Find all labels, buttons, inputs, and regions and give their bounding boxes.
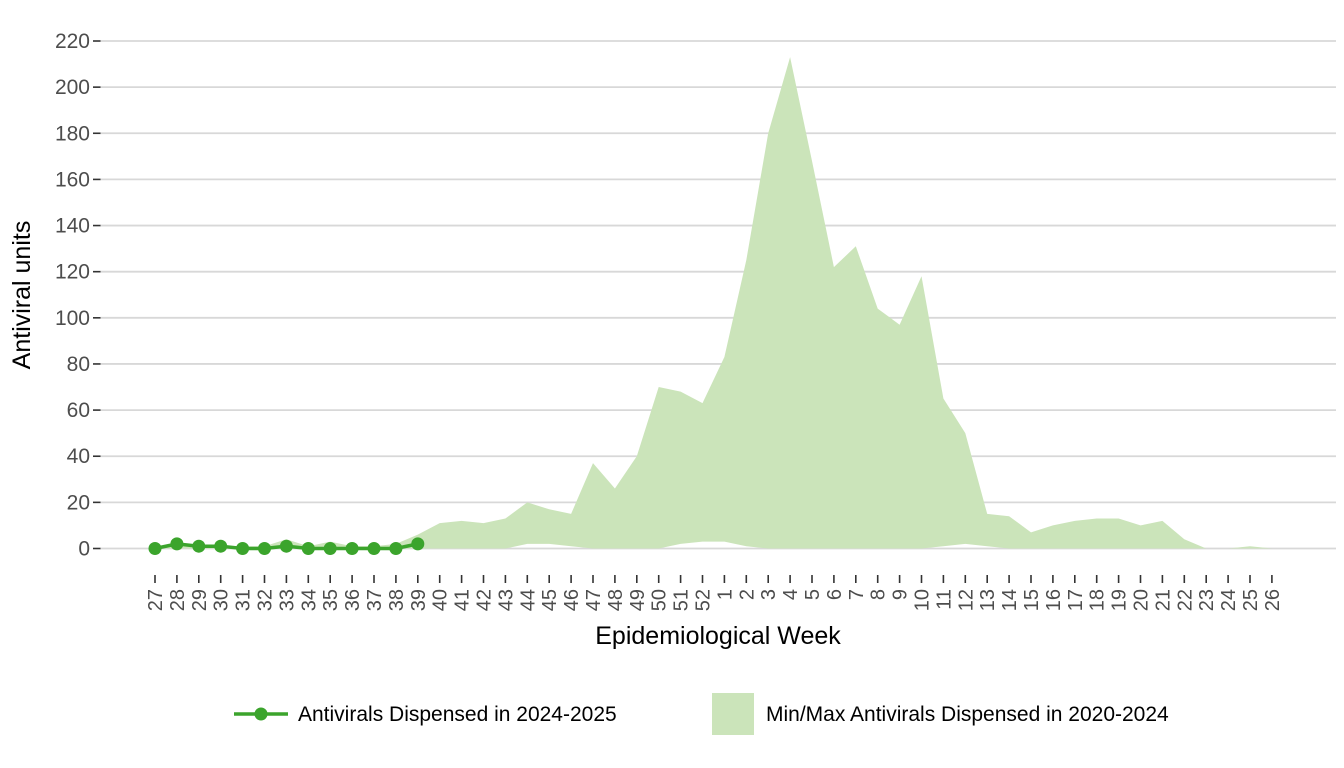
- y-axis-tick-labels: 0 20 40 60 80 100 120 140 160 180 200 220: [55, 30, 90, 560]
- legend-line-marker: [254, 707, 268, 721]
- x-tick-label: 4: [780, 589, 802, 600]
- y-tick-label: 120: [55, 261, 90, 284]
- x-tick-label: 33: [276, 589, 298, 611]
- x-tick-label: 5: [802, 589, 824, 600]
- line-series-2024-2025: [148, 537, 425, 555]
- y-tick-label: 180: [55, 122, 90, 145]
- x-tick-label: 14: [999, 589, 1021, 611]
- x-axis-ticks: [154, 575, 1273, 583]
- x-tick-label: 22: [1174, 589, 1196, 611]
- x-tick-label: 3: [758, 589, 780, 600]
- y-tick-label: 220: [55, 30, 90, 53]
- x-tick-label: 18: [1087, 589, 1109, 611]
- legend: Antivirals Dispensed in 2024-2025 Min/Ma…: [234, 693, 1169, 735]
- x-tick-label: 19: [1109, 589, 1131, 611]
- x-tick-label: 27: [145, 589, 167, 611]
- x-tick-label: 40: [430, 589, 452, 611]
- y-tick-label: 80: [67, 353, 90, 376]
- x-tick-label: 41: [452, 589, 474, 611]
- legend-label-band: Min/Max Antivirals Dispensed in 2020-202…: [766, 703, 1169, 726]
- x-tick-label: 46: [561, 589, 583, 611]
- minmax-band-area: [155, 57, 1272, 549]
- x-tick-label: 25: [1240, 589, 1262, 611]
- x-tick-label: 7: [846, 589, 868, 600]
- x-tick-label: 52: [693, 589, 715, 611]
- data-point-marker: [345, 542, 359, 555]
- x-tick-label: 51: [671, 589, 693, 611]
- data-point-marker: [411, 537, 425, 551]
- y-tick-label: 20: [67, 491, 90, 514]
- data-point-marker: [214, 539, 228, 553]
- x-tick-label: 23: [1196, 589, 1218, 611]
- x-tick-label: 28: [167, 589, 189, 611]
- x-tick-label: 10: [912, 589, 934, 611]
- x-tick-label: 32: [255, 589, 277, 611]
- y-tick-label: 140: [55, 215, 90, 238]
- data-point-marker: [279, 539, 293, 553]
- x-tick-label: 29: [189, 589, 211, 611]
- x-axis-tick-labels: 27 28 29 30 31 32 33 34 35 36 37 38 39 40 41 42 43 44 45 46…: [145, 589, 1284, 611]
- x-tick-label: 12: [955, 589, 977, 611]
- x-tick-label: 50: [649, 589, 671, 611]
- y-tick-label: 100: [55, 307, 90, 330]
- x-tick-label: 42: [474, 589, 496, 611]
- data-point-marker: [301, 542, 315, 555]
- legend-label-line: Antivirals Dispensed in 2024-2025: [298, 703, 617, 726]
- x-tick-label: 47: [583, 589, 605, 611]
- data-point-marker: [258, 542, 271, 555]
- x-tick-label: 11: [933, 589, 955, 610]
- data-point-marker: [323, 542, 337, 555]
- x-tick-label: 43: [495, 589, 517, 611]
- x-axis-title: Epidemiological Week: [595, 622, 841, 650]
- x-tick-label: 15: [1021, 589, 1043, 611]
- x-tick-label: 44: [517, 589, 539, 611]
- x-tick-label: 24: [1218, 589, 1240, 611]
- legend-band-swatch: [712, 693, 754, 735]
- x-tick-label: 30: [211, 589, 233, 611]
- x-tick-label: 21: [1152, 589, 1174, 611]
- data-point-marker: [148, 542, 162, 555]
- data-point-marker: [389, 542, 403, 555]
- y-tick-label: 40: [67, 445, 90, 468]
- x-tick-label: 35: [320, 589, 342, 611]
- x-tick-label: 9: [890, 589, 912, 600]
- data-point-marker: [192, 539, 206, 553]
- x-tick-label: 39: [408, 589, 430, 611]
- x-tick-label: 8: [868, 589, 890, 600]
- legend-item-line: Antivirals Dispensed in 2024-2025: [234, 703, 617, 726]
- x-tick-label: 49: [627, 589, 649, 611]
- x-tick-label: 13: [977, 589, 999, 611]
- data-point-marker: [367, 542, 381, 555]
- x-tick-label: 16: [1043, 589, 1065, 611]
- minmax-band: [155, 57, 1272, 549]
- x-tick-label: 48: [605, 589, 627, 611]
- x-tick-label: 1: [714, 589, 736, 600]
- y-tick-label: 0: [78, 538, 90, 561]
- legend-item-band: Min/Max Antivirals Dispensed in 2020-202…: [712, 693, 1169, 735]
- x-tick-label: 17: [1065, 589, 1087, 611]
- x-tick-label: 26: [1262, 589, 1284, 611]
- x-tick-label: 31: [233, 589, 255, 611]
- x-tick-label: 6: [824, 589, 846, 600]
- y-axis-ticks: [93, 40, 101, 550]
- y-tick-label: 200: [55, 76, 90, 99]
- x-tick-label: 2: [736, 589, 758, 600]
- x-tick-label: 37: [364, 589, 386, 611]
- y-tick-label: 60: [67, 399, 90, 422]
- data-point-marker: [170, 537, 184, 551]
- x-tick-label: 20: [1131, 589, 1153, 611]
- y-axis-title: Antiviral units: [8, 221, 36, 370]
- x-tick-label: 45: [539, 589, 561, 611]
- data-point-marker: [236, 542, 250, 555]
- gridlines: [100, 40, 1336, 550]
- x-tick-label: 38: [386, 589, 408, 611]
- x-tick-label: 36: [342, 589, 364, 611]
- y-tick-label: 160: [55, 168, 90, 191]
- x-tick-label: 34: [298, 589, 320, 611]
